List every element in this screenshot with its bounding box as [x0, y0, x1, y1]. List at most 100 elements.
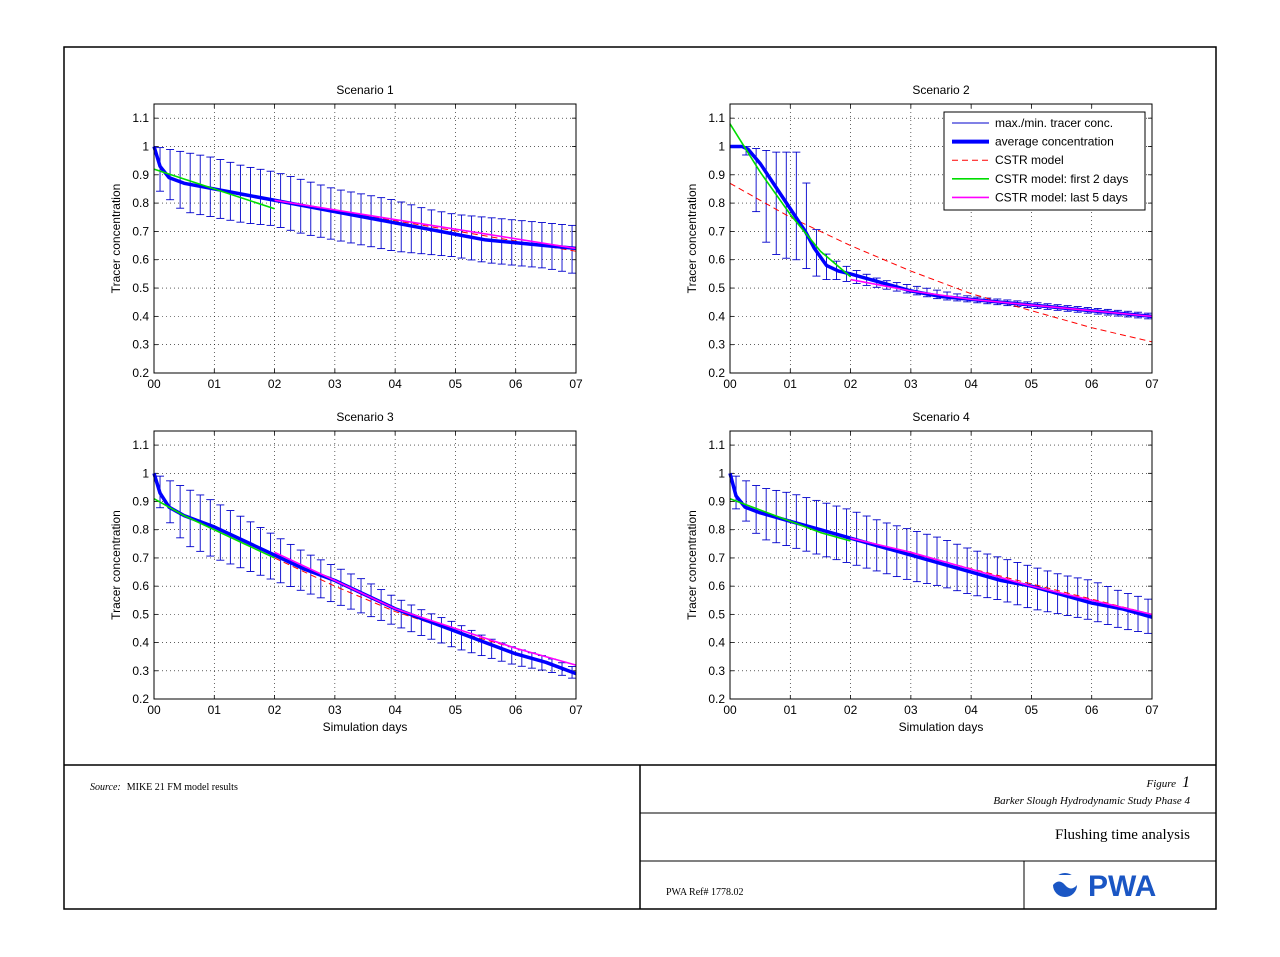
- cstr-first-2-days-line: [729, 497, 851, 542]
- axes-box: [729, 430, 1153, 700]
- figure-caption: Figure 1: [1145, 774, 1190, 791]
- y-tick-label: 0.3: [708, 664, 725, 678]
- legend-entry: CSTR model: last 5 days: [995, 190, 1128, 204]
- y-tick-label: 0.3: [708, 338, 725, 352]
- y-tick-label: 0.6: [132, 253, 149, 267]
- chart-scenario-4: 00 01 02 03 04 05 06 07 0.2 0.3 0.4 0.5 0.6 0.7 0.8 0.9…: [685, 410, 1159, 734]
- legend: max./min. tracer conc. average concentrat…: [943, 111, 1146, 211]
- average-concentration-line: [728, 472, 1153, 619]
- y-tick-label: 0.4: [132, 309, 149, 323]
- y-tick-label: 0.2: [708, 692, 725, 706]
- plot-area: [154, 431, 576, 699]
- x-tick-label: 03: [328, 703, 342, 717]
- y-tick-label: 1: [142, 139, 149, 153]
- y-tick-label: 0.5: [132, 607, 149, 621]
- x-tick-label: 07: [569, 703, 583, 717]
- y-tick-label: 1.1: [708, 111, 725, 125]
- axes-box: [729, 103, 1153, 374]
- legend-entry: average concentration: [995, 135, 1114, 149]
- y-axis-label: Tracer concentration: [685, 510, 699, 620]
- y-tick-label: 0.7: [708, 551, 725, 565]
- x-axis-label: Simulation days: [323, 720, 408, 734]
- y-tick-label: 0.7: [132, 224, 149, 238]
- source-text: MIKE 21 FM model results: [127, 782, 238, 793]
- y-tick-label: 0.5: [708, 281, 725, 295]
- cstr-last-5-days-line: [850, 537, 1153, 616]
- figure-number: 1: [1182, 774, 1190, 791]
- legend-entry: max./min. tracer conc.: [995, 116, 1113, 130]
- figure-title: Flushing time analysis: [1055, 827, 1190, 843]
- y-tick-label: 0.3: [132, 338, 149, 352]
- y-tick-label: 1: [142, 466, 149, 480]
- x-tick-label: 06: [1085, 703, 1099, 717]
- pwa-logo-wave-icon: [1053, 875, 1077, 889]
- x-tick-label: 04: [388, 703, 402, 717]
- y-tick-label: 0.5: [708, 607, 725, 621]
- average-concentration-line: [152, 145, 577, 251]
- cstr-first-2-days-line: [153, 498, 275, 559]
- chart-title: Scenario 4: [912, 410, 970, 424]
- y-tick-label: 1.1: [708, 438, 725, 452]
- x-tick-label: 06: [509, 377, 523, 391]
- y-tick-label: 0.2: [132, 366, 149, 380]
- x-tick-label: 00: [147, 703, 161, 717]
- x-axis-label: Simulation days: [899, 720, 984, 734]
- y-tick-label: 0.8: [708, 523, 725, 537]
- chart-title: Scenario 2: [912, 83, 970, 97]
- x-tick-label: 04: [964, 703, 978, 717]
- y-axis-label: Tracer concentration: [685, 184, 699, 294]
- pwa-logo-text: PWA: [1088, 870, 1156, 903]
- x-tick-label: 00: [147, 377, 161, 391]
- y-tick-label: 0.9: [132, 495, 149, 509]
- x-tick-label: 02: [844, 703, 858, 717]
- reference-number: PWA Ref# 1778.02: [666, 887, 744, 898]
- x-tick-label: 03: [904, 703, 918, 717]
- cstr-last-5-days-line: [274, 199, 577, 250]
- x-tick-label: 07: [569, 377, 583, 391]
- x-tick-label: 05: [449, 703, 463, 717]
- chart-title: Scenario 3: [336, 410, 394, 424]
- y-tick-label: 1.1: [132, 438, 149, 452]
- x-tick-label: 01: [208, 377, 222, 391]
- y-axis-label: Tracer concentration: [109, 184, 123, 294]
- x-tick-label: 03: [328, 377, 342, 391]
- source-label: Source:: [90, 782, 121, 793]
- y-tick-label: 0.4: [708, 636, 725, 650]
- x-tick-label: 01: [208, 703, 222, 717]
- x-tick-label: 03: [904, 377, 918, 391]
- cstr-first-2-days-line: [153, 168, 275, 210]
- y-tick-label: 0.9: [708, 495, 725, 509]
- x-tick-label: 06: [1085, 377, 1099, 391]
- y-tick-label: 0.8: [132, 196, 149, 210]
- cstr-last-5-days-line: [274, 551, 577, 666]
- y-tick-label: 0.5: [132, 281, 149, 295]
- cstr-last-5-days-line: [850, 278, 1153, 318]
- y-tick-label: 0.4: [132, 636, 149, 650]
- y-tick-label: 1: [718, 466, 725, 480]
- error-bars: [156, 475, 577, 679]
- pwa-logo: PWA: [1053, 870, 1156, 903]
- study-name: Barker Slough Hydrodynamic Study Phase 4: [993, 795, 1190, 807]
- y-tick-label: 0.9: [132, 168, 149, 182]
- x-tick-label: 01: [784, 377, 798, 391]
- x-tick-label: 04: [388, 377, 402, 391]
- x-tick-label: 05: [449, 377, 463, 391]
- x-tick-label: 07: [1145, 703, 1159, 717]
- y-tick-label: 0.4: [708, 309, 725, 323]
- y-tick-label: 0.7: [132, 551, 149, 565]
- y-tick-label: 0.6: [132, 579, 149, 593]
- legend-entry: CSTR model: [995, 153, 1064, 167]
- chart-scenario-1: 00 01 02 03 04 05 06 07 0.2 0.3 0.4 0.5 0.6 0.7 0.8 0.9…: [109, 83, 583, 391]
- x-tick-label: 07: [1145, 377, 1159, 391]
- y-axis-label: Tracer concentration: [109, 510, 123, 620]
- chart-scenario-3: 00 01 02 03 04 05 06 07 0.2 0.3 0.4 0.5 0.6 0.7 0.8 0.9…: [109, 410, 583, 734]
- y-tick-label: 0.2: [132, 692, 149, 706]
- y-tick-label: 0.8: [132, 523, 149, 537]
- chart-scenario-2: 00 01 02 03 04 05 06 07 0.2 0.3 0.4 0.5 0.6 0.7 0.8 0.9…: [685, 83, 1159, 391]
- axes-box: [153, 103, 577, 374]
- y-tick-label: 1: [718, 139, 725, 153]
- legend-box: [943, 111, 1146, 211]
- cstr-first-2-days-line: [729, 123, 852, 278]
- x-tick-label: 02: [268, 377, 282, 391]
